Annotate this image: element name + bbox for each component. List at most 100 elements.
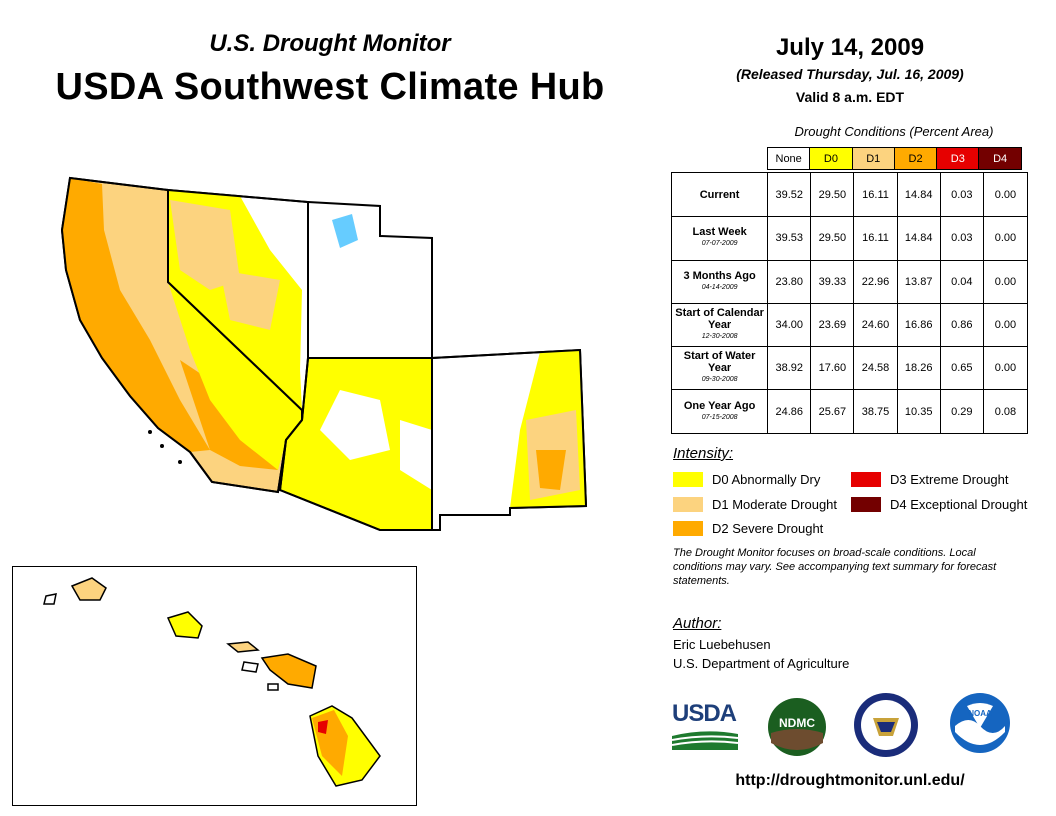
table-cell: 13.87 [898, 260, 941, 303]
row-label-date: 04-14-2009 [701, 283, 738, 291]
row-label-date: 07-15-2008 [701, 413, 738, 421]
usda-logo: USDA [671, 700, 739, 750]
table-cell: 0.00 [994, 362, 1017, 375]
map-subtitle: U.S. Drought Monitor [209, 30, 451, 57]
legend-swatch-d0 [672, 471, 704, 488]
legend-item-d1: D1 Moderate Drought [672, 496, 837, 513]
hawaii-inset-map [12, 566, 417, 806]
legend-item-d4: D4 Exceptional Drought [850, 496, 1027, 513]
utah-region [307, 200, 433, 359]
table-row: One Year Ago 07-15-2008 24.86 25.67 38.75 10.… [672, 389, 1027, 433]
table-row: Start of Water Year 09-30-2008 38.92 17.60 2… [672, 346, 1027, 390]
table-cell: 17.60 [811, 347, 855, 390]
author-org: U.S. Department of Agriculture [673, 656, 850, 671]
table-cell: 24.58 [854, 347, 898, 390]
ndmc-logo: NDMC [768, 698, 826, 756]
table-cell: 25.67 [811, 390, 855, 433]
commerce-seal-icon [854, 693, 918, 757]
column-header-d0: D0 [809, 147, 853, 170]
table-cell: 38.92 [768, 347, 812, 390]
disclaimer-note: The Drought Monitor focuses on broad-sca… [673, 547, 997, 587]
row-label: One Year Ago 07-15-2008 [672, 390, 769, 433]
southwest-drought-map [60, 176, 588, 531]
table-cell: 39.52 [768, 173, 812, 217]
table-cell: 18.26 [898, 347, 941, 390]
valid-date: July 14, 2009 [775, 34, 925, 61]
table-cell: 16.11 [854, 173, 898, 217]
table-cell: 39.53 [768, 217, 812, 260]
table-cell: 16.11 [854, 217, 898, 260]
row-label-date: 09-30-2008 [701, 376, 738, 384]
row-label-date: 12-30-2008 [701, 333, 738, 341]
table-cell: 34.00 [768, 303, 812, 347]
table-cell: 29.50 [811, 173, 855, 217]
map-title: USDA Southwest Climate Hub [55, 66, 605, 108]
table-cell: 0.00 [994, 275, 1017, 288]
column-header-d3: D3 [936, 147, 980, 170]
table-row: 3 Months Ago 04-14-2009 23.80 39.33 22.96 13.… [672, 259, 1027, 303]
row-label-text: Start of Water Year [683, 350, 756, 375]
table-cell: 14.84 [898, 217, 941, 260]
table-cell: 24.60 [854, 303, 898, 347]
table-cell: 0.08 [994, 405, 1017, 418]
row-label-date: 07-07-2009 [701, 240, 738, 248]
table-row: Current 39.52 29.50 16.11 14.84 0.03 0.00 [672, 173, 1027, 217]
table-cell: 0.04 [941, 260, 984, 303]
california-region [60, 176, 303, 494]
row-label: Start of Water Year 09-30-2008 [672, 347, 769, 390]
table-cell: 0.65 [941, 347, 984, 390]
svg-text:NDMC: NDMC [779, 716, 815, 730]
author-title: Author: [673, 615, 722, 632]
table-cell: 23.80 [768, 260, 812, 303]
table-cell: 0.86 [941, 303, 984, 347]
row-label: 3 Months Ago 04-14-2009 [672, 260, 769, 303]
legend-title: Intensity: [673, 445, 734, 462]
row-label-text: Start of Calendar Year [675, 307, 764, 332]
table-cell: 22.96 [854, 260, 898, 303]
svg-text:NOAA: NOAA [968, 709, 992, 718]
row-label-text: Current [699, 188, 740, 201]
table-cell: 24.86 [768, 390, 812, 433]
legend-swatch-d3 [850, 471, 882, 488]
table-cell: 39.33 [811, 260, 855, 303]
table-cell: 0.03 [941, 217, 984, 260]
legend-item-d2: D2 Severe Drought [672, 520, 823, 537]
legend-item-d3: D3 Extreme Drought [850, 471, 1009, 488]
row-label: Last Week 07-07-2009 [672, 217, 769, 260]
legend-item-d0: D0 Abnormally Dry [672, 471, 820, 488]
row-label-text: 3 Months Ago [683, 269, 756, 282]
table-cell: 23.69 [811, 303, 855, 347]
arizona-region [278, 357, 433, 531]
website-link[interactable]: http://droughtmonitor.unl.edu/ [735, 772, 965, 789]
drought-table: Current 39.52 29.50 16.11 14.84 0.03 0.00 Last … [671, 172, 1028, 434]
new-mexico-region [431, 348, 588, 531]
row-label-text: One Year Ago [683, 399, 756, 412]
table-title: Drought Conditions (Percent Area) [794, 124, 994, 139]
row-label: Start of Calendar Year 12-30-2008 [672, 303, 769, 347]
valid-time: Valid 8 a.m. EDT [795, 89, 905, 105]
table-cell: 0.00 [994, 232, 1017, 245]
release-date: (Released Thursday, Jul. 16, 2009) [736, 66, 964, 82]
legend-swatch-d2 [672, 520, 704, 537]
row-label: Current [672, 173, 769, 217]
author-name: Eric Luebehusen [673, 637, 771, 652]
table-cell: 10.35 [898, 390, 941, 433]
legend-swatch-d4 [850, 496, 882, 513]
table-cell: 0.29 [941, 390, 984, 433]
column-header-d2: D2 [893, 147, 938, 170]
column-header-none: None [767, 147, 811, 170]
legend-swatch-d1 [672, 496, 704, 513]
table-row: Last Week 07-07-2009 39.53 29.50 16.11 14.84 0… [672, 216, 1027, 260]
table-cell: 16.86 [898, 303, 941, 347]
table-cell: 0.03 [941, 173, 984, 217]
table-cell: 29.50 [811, 217, 855, 260]
table-cell: 0.00 [994, 319, 1017, 332]
column-header-d1: D1 [851, 147, 895, 170]
column-header-d4: D4 [978, 147, 1022, 170]
table-row: Start of Calendar Year 12-30-2008 34.00 23.… [672, 302, 1027, 347]
usda-logo-text: USDA [672, 700, 737, 727]
table-header: None D0 D1 D2 D3 D4 [767, 147, 1022, 170]
noaa-logo: NOAA [950, 693, 1010, 753]
row-label-text: Last Week [692, 226, 747, 239]
table-cell: 14.84 [898, 173, 941, 217]
